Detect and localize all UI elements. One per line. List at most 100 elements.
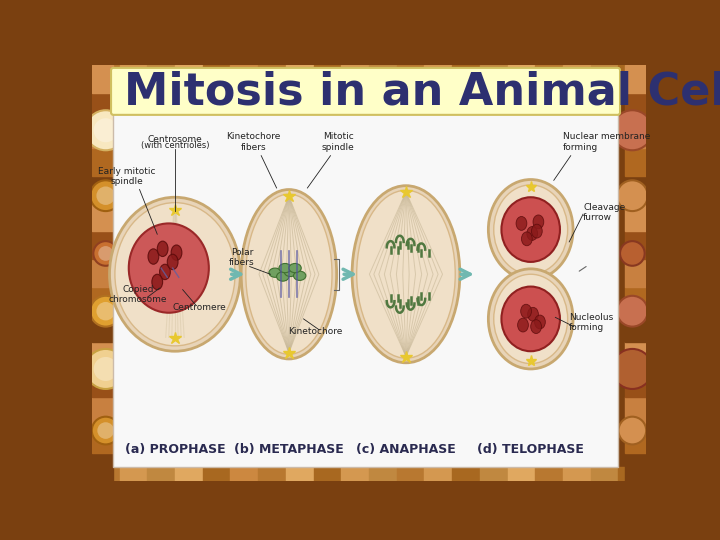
Bar	[425, 65, 452, 80]
Circle shape	[86, 349, 126, 389]
Circle shape	[620, 241, 644, 266]
Ellipse shape	[129, 224, 209, 313]
Bar	[397, 65, 425, 80]
Bar	[203, 467, 230, 481]
Ellipse shape	[527, 226, 538, 240]
Ellipse shape	[241, 190, 337, 359]
Bar	[314, 467, 341, 481]
Bar	[625, 92, 647, 120]
Bar	[452, 65, 480, 80]
Bar	[113, 114, 618, 467]
Text: (with centrioles): (with centrioles)	[140, 141, 210, 150]
Circle shape	[86, 110, 126, 150]
Ellipse shape	[521, 304, 531, 318]
Circle shape	[94, 118, 117, 142]
Bar	[203, 65, 230, 80]
Ellipse shape	[494, 185, 567, 274]
Bar	[120, 65, 148, 80]
Ellipse shape	[294, 271, 306, 280]
Bar	[397, 467, 425, 481]
Bar	[625, 120, 647, 148]
Ellipse shape	[157, 241, 168, 256]
Ellipse shape	[167, 254, 178, 269]
Ellipse shape	[356, 190, 455, 358]
Bar	[341, 467, 369, 481]
Text: (c) ANAPHASE: (c) ANAPHASE	[356, 443, 456, 456]
Bar	[563, 65, 590, 80]
Bar	[92, 65, 113, 92]
Text: (a) PROPHASE: (a) PROPHASE	[125, 443, 225, 456]
Circle shape	[617, 296, 648, 327]
Ellipse shape	[171, 245, 182, 260]
Bar	[92, 148, 113, 176]
Bar	[92, 120, 113, 148]
Bar	[508, 65, 536, 80]
Ellipse shape	[246, 194, 332, 354]
Bar	[92, 65, 120, 80]
Bar	[480, 65, 508, 80]
Bar	[92, 397, 113, 425]
Ellipse shape	[109, 197, 240, 351]
Bar	[535, 467, 563, 481]
Text: Nucleolus
forming: Nucleolus forming	[570, 313, 613, 333]
Bar	[452, 467, 480, 481]
Bar	[92, 176, 113, 204]
Text: Mitotic
spindle: Mitotic spindle	[322, 132, 354, 152]
Bar	[92, 259, 113, 287]
Circle shape	[96, 302, 115, 320]
Bar	[175, 467, 203, 481]
Bar	[625, 370, 647, 397]
Bar	[92, 467, 120, 481]
Ellipse shape	[284, 267, 297, 276]
Bar	[258, 467, 286, 481]
Ellipse shape	[531, 320, 541, 334]
Bar	[625, 176, 647, 204]
Circle shape	[617, 180, 648, 211]
Bar	[148, 467, 175, 481]
Ellipse shape	[488, 179, 573, 280]
Ellipse shape	[148, 249, 159, 264]
Bar	[480, 467, 508, 481]
Bar	[92, 453, 113, 481]
FancyBboxPatch shape	[111, 68, 620, 115]
Ellipse shape	[518, 318, 528, 332]
Bar	[425, 467, 452, 481]
Ellipse shape	[494, 274, 567, 363]
Text: Polar
fibers: Polar fibers	[229, 248, 255, 267]
Bar	[230, 65, 258, 80]
Circle shape	[94, 241, 118, 266]
Circle shape	[94, 357, 117, 381]
Text: Copied
chromosome: Copied chromosome	[109, 285, 167, 304]
Text: Nuclear membrane
forming: Nuclear membrane forming	[563, 132, 650, 152]
Circle shape	[97, 422, 114, 439]
Bar	[92, 342, 113, 370]
Bar	[625, 148, 647, 176]
Circle shape	[90, 296, 121, 327]
Bar	[258, 65, 286, 80]
Ellipse shape	[488, 269, 573, 369]
Bar	[286, 467, 313, 481]
Bar	[625, 342, 647, 370]
Bar	[92, 370, 113, 397]
Circle shape	[96, 186, 115, 205]
Bar	[175, 65, 203, 80]
Circle shape	[92, 417, 120, 444]
Bar	[314, 65, 341, 80]
Ellipse shape	[534, 315, 545, 329]
Bar	[590, 65, 618, 80]
Bar	[625, 287, 647, 314]
Bar	[148, 65, 175, 80]
Bar	[369, 467, 397, 481]
Bar	[92, 204, 113, 231]
Text: Kinetochore: Kinetochore	[288, 327, 342, 336]
Ellipse shape	[152, 274, 163, 289]
Ellipse shape	[533, 215, 544, 229]
Bar	[92, 231, 113, 259]
Bar	[625, 204, 647, 231]
Text: (d) TELOPHASE: (d) TELOPHASE	[477, 443, 584, 456]
Ellipse shape	[269, 268, 282, 278]
Text: Early mitotic
spindle: Early mitotic spindle	[99, 167, 156, 186]
Bar	[625, 231, 647, 259]
Ellipse shape	[352, 186, 460, 363]
Circle shape	[612, 110, 652, 150]
